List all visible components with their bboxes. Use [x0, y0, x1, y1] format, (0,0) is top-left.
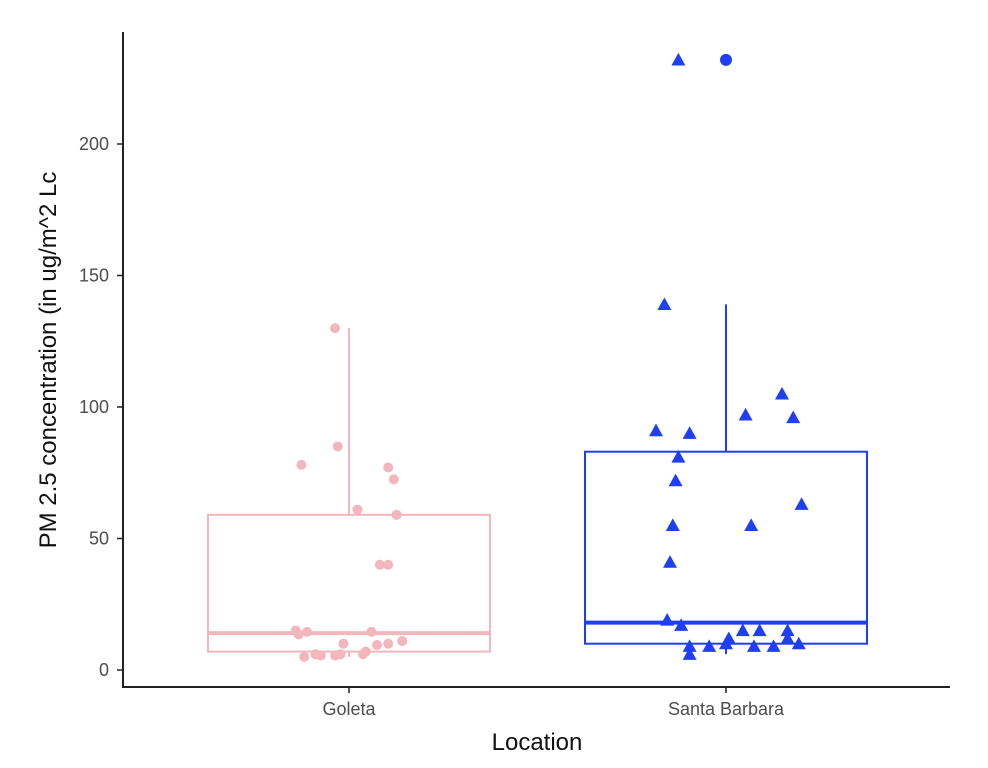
data-point	[775, 386, 789, 400]
data-point	[752, 623, 767, 637]
data-point	[786, 410, 801, 424]
data-point	[338, 638, 349, 649]
data-point	[660, 613, 675, 626]
data-point	[780, 631, 795, 645]
box	[584, 450, 868, 645]
data-point	[383, 559, 394, 570]
data-point	[721, 631, 736, 645]
data-point	[330, 323, 340, 334]
data-point	[302, 626, 312, 637]
data-point	[296, 459, 307, 470]
data-point	[668, 473, 683, 487]
data-point	[657, 297, 672, 311]
data-point	[665, 518, 680, 531]
data-point	[747, 639, 761, 652]
data-point	[360, 646, 371, 657]
data-point	[663, 555, 677, 568]
data-point	[391, 509, 402, 520]
data-point	[335, 649, 346, 660]
data-point	[766, 639, 781, 652]
x-axis-title: Location	[492, 729, 583, 756]
data-point	[671, 449, 686, 463]
data-point	[299, 651, 310, 662]
y-tick-label: 150	[79, 266, 109, 286]
data-point	[374, 559, 385, 570]
data-point	[674, 618, 689, 631]
data-point	[794, 497, 809, 510]
data-point	[388, 474, 399, 485]
y-tick-label: 200	[79, 134, 109, 154]
group-santa-barbara	[584, 52, 868, 660]
data-point	[372, 640, 382, 651]
box	[207, 513, 491, 653]
y-axis-title: PM 2.5 concentration (in ug/m^2 Lc	[35, 172, 62, 549]
data-point	[397, 636, 408, 647]
data-point	[332, 441, 343, 452]
data-point	[682, 426, 697, 439]
data-point	[383, 462, 394, 473]
data-point	[290, 625, 301, 636]
data-point	[671, 52, 686, 66]
data-point	[791, 636, 806, 650]
data-point	[738, 407, 753, 421]
data-point	[702, 639, 717, 652]
data-point	[682, 639, 697, 652]
data-point	[682, 647, 697, 660]
x-tick-label: Goleta	[322, 699, 376, 719]
y-tick-label: 50	[89, 529, 109, 549]
data-point	[366, 626, 377, 637]
y-tick-label: 100	[79, 397, 109, 417]
data-point	[383, 638, 394, 649]
data-point	[316, 650, 326, 661]
group-goleta	[207, 323, 491, 662]
y-tick-label: 0	[99, 660, 109, 680]
data-point	[780, 623, 795, 637]
outlier-point	[720, 53, 732, 66]
data-point	[649, 423, 663, 437]
data-point	[352, 504, 363, 515]
y-axis-ticks: 0 50 100 150 200	[79, 134, 123, 680]
data-point	[735, 623, 750, 637]
x-axis-ticks: Goleta Santa Barbara	[322, 687, 785, 719]
x-tick-label: Santa Barbara	[668, 699, 785, 719]
data-point	[744, 518, 759, 531]
plot-marks	[207, 52, 868, 662]
